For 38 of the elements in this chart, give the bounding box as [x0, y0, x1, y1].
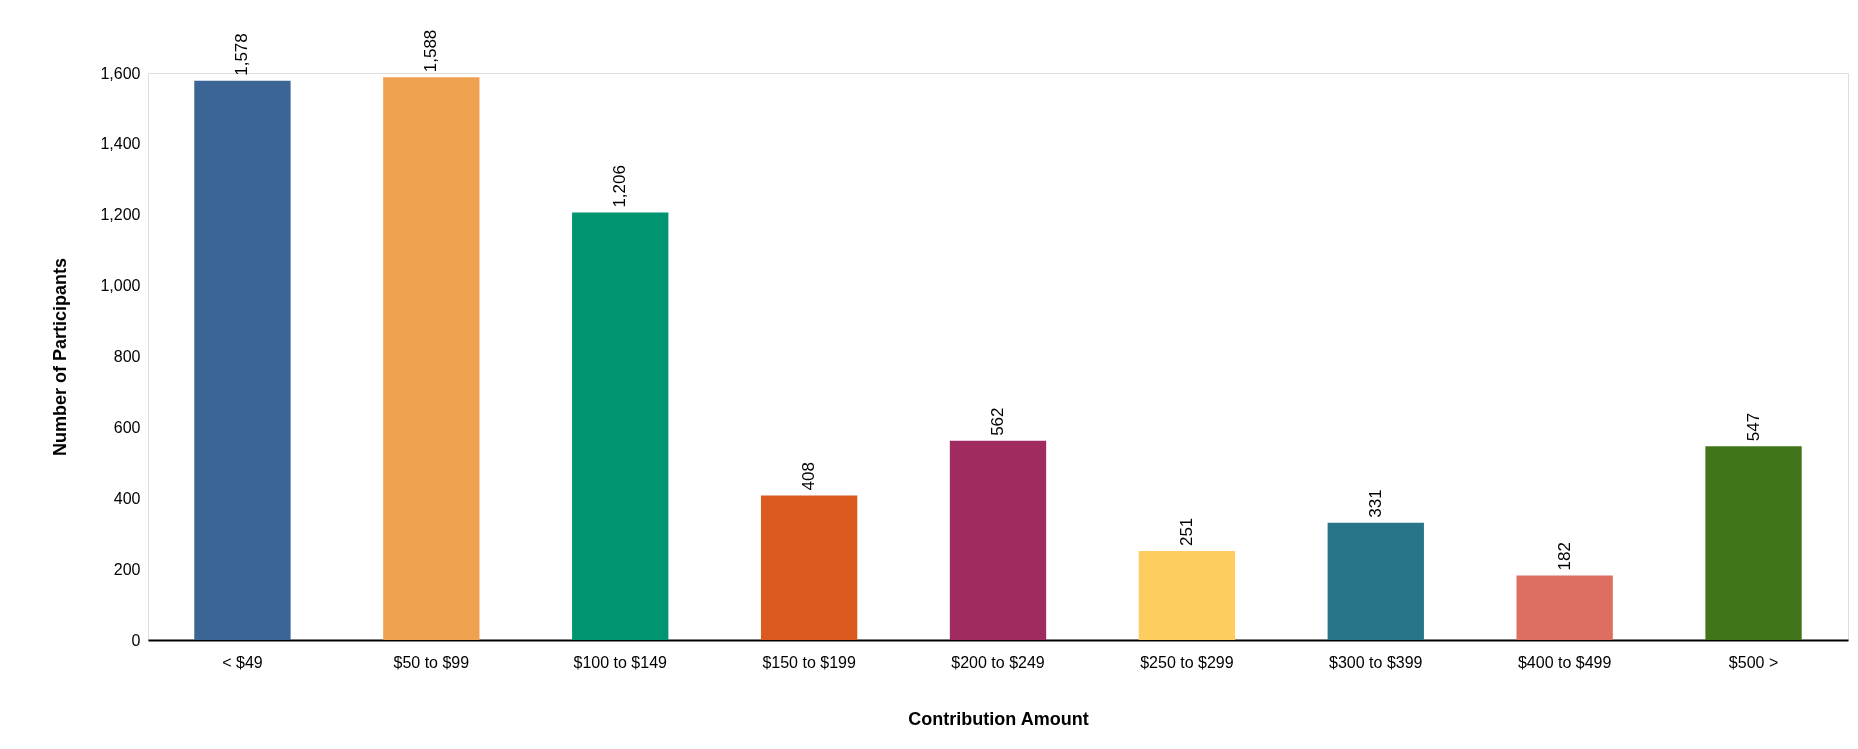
bar	[949, 440, 1047, 640]
bar	[383, 77, 480, 640]
y-axis-title: Number of Participants	[50, 257, 71, 457]
data-label: 251	[1176, 517, 1196, 547]
x-tick-label: < $49	[222, 653, 263, 671]
y-tick-label: 1,600	[100, 64, 141, 82]
data-label: 562	[988, 407, 1007, 436]
bar	[760, 495, 858, 640]
bar	[1705, 446, 1802, 640]
y-tick-label: 400	[113, 489, 141, 507]
y-tick-label: 1,000	[100, 277, 141, 295]
x-tick-label: $150 to $199	[762, 653, 856, 671]
x-tick-label: $400 to $499	[1517, 653, 1612, 671]
x-tick-label: $250 to $299	[1140, 653, 1234, 671]
bar	[1327, 522, 1424, 640]
x-tick-label: $200 to $249	[951, 653, 1045, 671]
y-tick-label: 200	[113, 560, 141, 578]
data-label: 182	[1554, 542, 1574, 571]
bar	[1138, 551, 1236, 640]
x-axis-title: Contribution Amount	[908, 708, 1089, 729]
data-label: 1,578	[232, 33, 252, 76]
x-tick-label: $500 >	[1728, 653, 1779, 671]
data-label: 1,588	[421, 29, 441, 73]
bar	[572, 212, 669, 640]
data-label: 1,206	[610, 165, 630, 208]
y-tick-label: 1,200	[100, 206, 141, 224]
y-tick-label: 800	[113, 348, 141, 365]
y-tick-label: 0	[131, 631, 141, 649]
x-tick-label: $300 to $399	[1329, 653, 1423, 671]
y-tick-label: 1,400	[100, 135, 141, 153]
x-tick-label: $50 to $99	[393, 653, 470, 671]
data-label: 408	[799, 462, 819, 491]
bar	[1516, 575, 1613, 640]
data-label: 331	[1365, 489, 1385, 518]
data-label: 547	[1743, 412, 1763, 442]
x-tick-label: $100 to $149	[573, 653, 668, 671]
y-tick-label: 600	[113, 418, 141, 436]
bar	[194, 80, 291, 640]
